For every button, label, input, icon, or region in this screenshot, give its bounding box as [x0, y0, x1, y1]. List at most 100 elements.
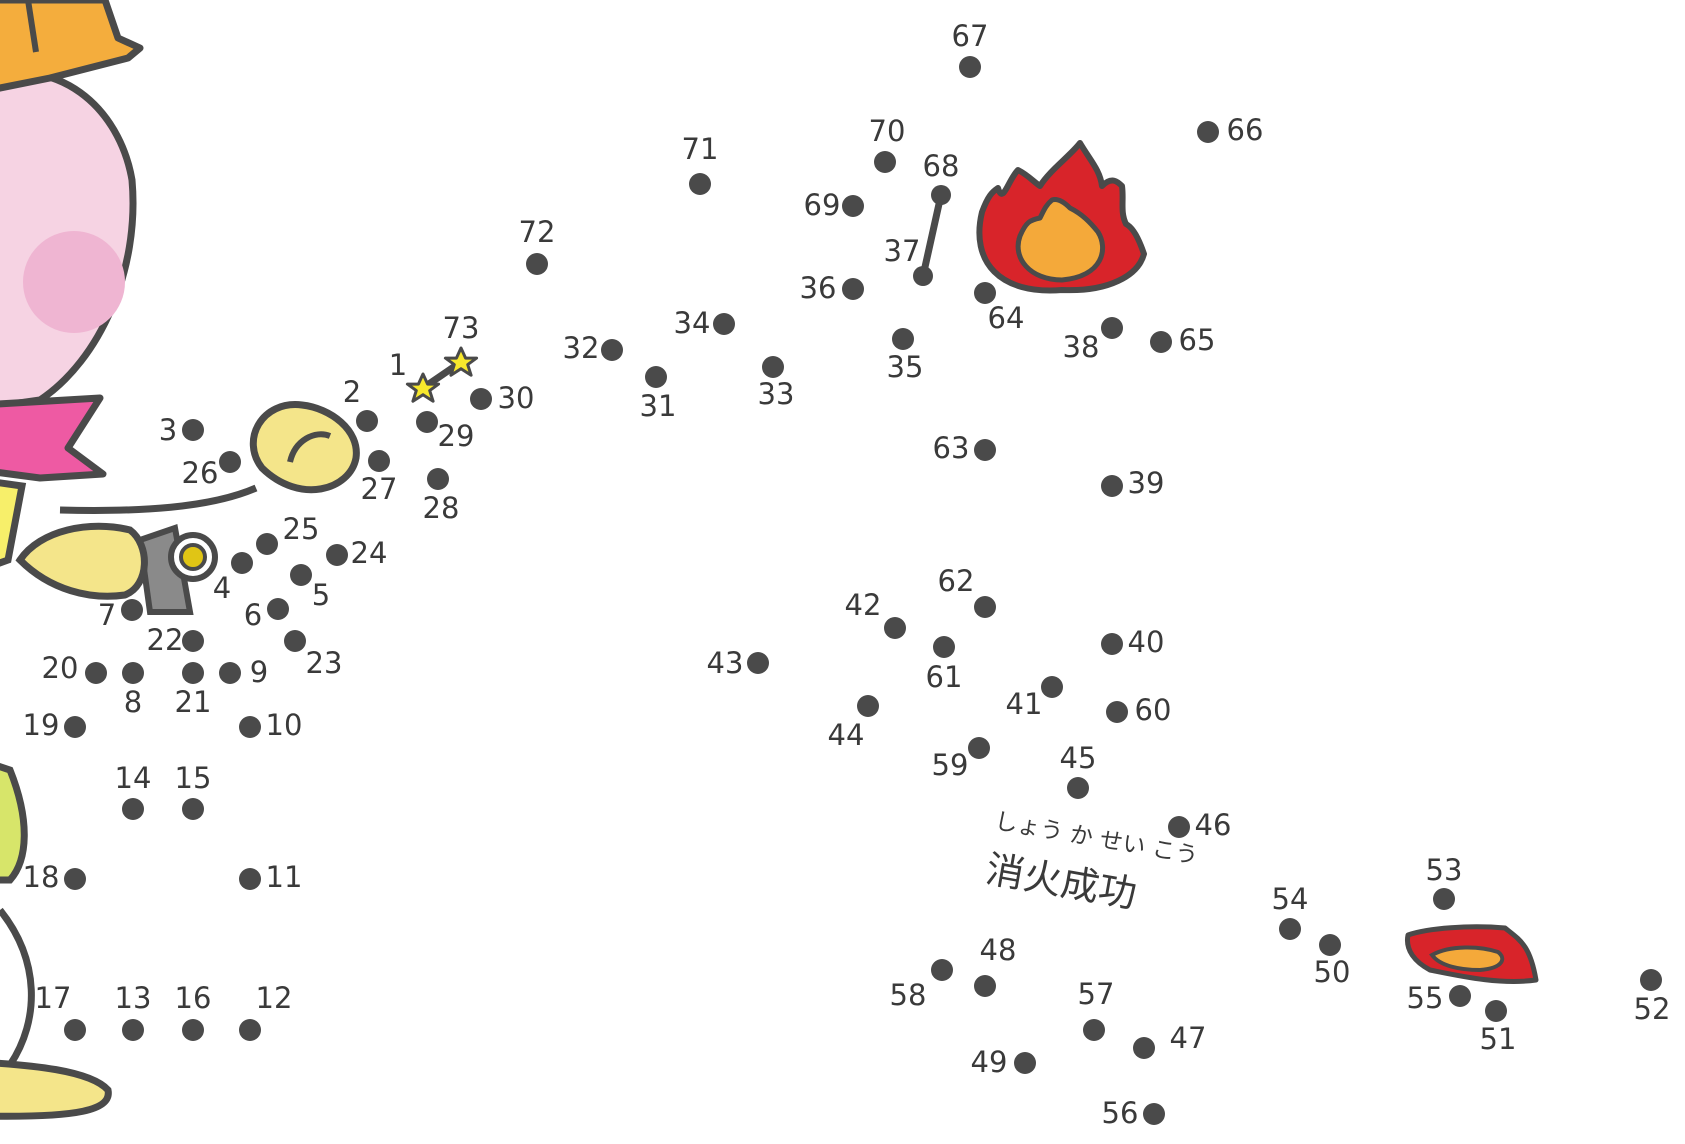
- line-37-68: [919, 191, 945, 280]
- dot-53[interactable]: [1433, 888, 1455, 910]
- dot-3[interactable]: [182, 419, 204, 441]
- dot-64[interactable]: [974, 282, 996, 304]
- boot: [0, 1059, 112, 1120]
- dot-45[interactable]: [1067, 777, 1089, 799]
- dot-29[interactable]: [416, 411, 438, 433]
- start-stars: [405, 346, 479, 403]
- dot-70[interactable]: [874, 151, 896, 173]
- dot-44[interactable]: [857, 695, 879, 717]
- dot-label-15: 15: [175, 761, 212, 795]
- dot-67[interactable]: [959, 56, 981, 78]
- dot-25[interactable]: [256, 533, 278, 555]
- dot-36[interactable]: [842, 278, 864, 300]
- dot-label-18: 18: [23, 860, 60, 894]
- dot-label-52: 52: [1634, 992, 1671, 1026]
- dot-59[interactable]: [968, 737, 990, 759]
- dot-49[interactable]: [1014, 1052, 1036, 1074]
- dot-17[interactable]: [64, 1019, 86, 1041]
- dot-label-68: 68: [923, 149, 960, 183]
- dot-label-1: 1: [389, 348, 407, 382]
- dot-57[interactable]: [1083, 1019, 1105, 1041]
- dot-35[interactable]: [892, 328, 914, 350]
- dot-14[interactable]: [122, 798, 144, 820]
- dot-71[interactable]: [689, 173, 711, 195]
- dot-42[interactable]: [884, 617, 906, 639]
- dot-4[interactable]: [231, 552, 253, 574]
- dot-56[interactable]: [1143, 1103, 1165, 1125]
- dot-label-35: 35: [887, 350, 924, 384]
- dot-21[interactable]: [182, 662, 204, 684]
- dot-label-40: 40: [1128, 625, 1165, 659]
- dot-66[interactable]: [1197, 121, 1219, 143]
- dot-label-51: 51: [1480, 1022, 1517, 1056]
- dot-7[interactable]: [121, 599, 143, 621]
- dot-16[interactable]: [182, 1019, 204, 1041]
- dot-52[interactable]: [1640, 969, 1662, 991]
- dot-54[interactable]: [1279, 918, 1301, 940]
- dot-31[interactable]: [645, 366, 667, 388]
- dot-55[interactable]: [1449, 985, 1471, 1007]
- dot-22[interactable]: [182, 630, 204, 652]
- dot-47[interactable]: [1133, 1037, 1155, 1059]
- dot-48[interactable]: [974, 975, 996, 997]
- dot-label-36: 36: [800, 271, 837, 305]
- dot-43[interactable]: [747, 652, 769, 674]
- dot-label-29: 29: [438, 419, 475, 453]
- dot-label-44: 44: [828, 718, 865, 752]
- dot-label-34: 34: [674, 306, 711, 340]
- dot-32[interactable]: [601, 339, 623, 361]
- dot-65[interactable]: [1150, 331, 1172, 353]
- dot-39[interactable]: [1101, 475, 1123, 497]
- dot-46[interactable]: [1168, 816, 1190, 838]
- dot-label-60: 60: [1135, 693, 1172, 727]
- helmet: [0, 0, 144, 92]
- dot-6[interactable]: [267, 598, 289, 620]
- dot-24[interactable]: [326, 544, 348, 566]
- dot-41[interactable]: [1041, 676, 1063, 698]
- dot-label-53: 53: [1426, 853, 1463, 887]
- dot-label-25: 25: [283, 512, 320, 546]
- caption-text: 消火成功: [983, 847, 1140, 917]
- dot-18[interactable]: [64, 868, 86, 890]
- dot-69[interactable]: [842, 195, 864, 217]
- dot-13[interactable]: [122, 1019, 144, 1041]
- dot-38[interactable]: [1101, 317, 1123, 339]
- dot-40[interactable]: [1101, 633, 1123, 655]
- dot-28[interactable]: [427, 468, 449, 490]
- dot-51[interactable]: [1485, 1000, 1507, 1022]
- dot-20[interactable]: [85, 662, 107, 684]
- dot-33[interactable]: [762, 356, 784, 378]
- small-flame: [1404, 924, 1539, 984]
- lower-glove: [15, 522, 148, 600]
- dot-15[interactable]: [182, 798, 204, 820]
- dot-50[interactable]: [1319, 934, 1341, 956]
- dot-12[interactable]: [239, 1019, 261, 1041]
- dot-63[interactable]: [974, 439, 996, 461]
- dot-62[interactable]: [974, 596, 996, 618]
- dot-23[interactable]: [284, 630, 306, 652]
- dot-8[interactable]: [122, 662, 144, 684]
- dot-19[interactable]: [64, 716, 86, 738]
- dot-label-33: 33: [758, 377, 795, 411]
- dot-label-9: 9: [250, 655, 268, 689]
- dot-label-13: 13: [115, 981, 152, 1015]
- dot-10[interactable]: [239, 716, 261, 738]
- dot-58[interactable]: [931, 959, 953, 981]
- dot-72[interactable]: [526, 253, 548, 275]
- dot-label-27: 27: [361, 472, 398, 506]
- dot-9[interactable]: [219, 662, 241, 684]
- dot-61[interactable]: [933, 636, 955, 658]
- dot-60[interactable]: [1106, 701, 1128, 723]
- dot-label-3: 3: [159, 413, 177, 447]
- dot-11[interactable]: [239, 868, 261, 890]
- dot-30[interactable]: [470, 388, 492, 410]
- dot-5[interactable]: [290, 564, 312, 586]
- dot-2[interactable]: [356, 410, 378, 432]
- dot-label-23: 23: [306, 646, 343, 680]
- dot-34[interactable]: [713, 313, 735, 335]
- dot-label-50: 50: [1314, 955, 1351, 989]
- dot-27[interactable]: [368, 450, 390, 472]
- dot-26[interactable]: [219, 451, 241, 473]
- dot-label-45: 45: [1060, 741, 1097, 775]
- dot-label-26: 26: [182, 456, 219, 490]
